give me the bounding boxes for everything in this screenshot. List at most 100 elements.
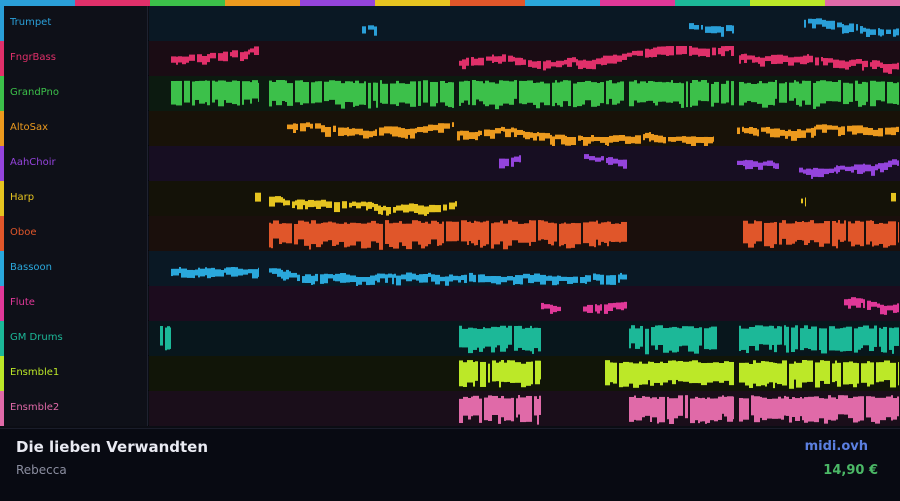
midi-note (333, 274, 335, 281)
midi-note (519, 80, 522, 104)
track-row[interactable]: Flute (0, 286, 900, 321)
track-lane[interactable] (149, 76, 900, 111)
track-row[interactable]: AltoSax (0, 111, 900, 146)
track-label[interactable]: Bassoon (0, 251, 148, 286)
track-row[interactable]: Bassoon (0, 251, 900, 286)
midi-note (721, 46, 725, 57)
midi-note (485, 276, 491, 283)
track-label[interactable]: Flute (0, 286, 148, 321)
track-lane[interactable] (149, 286, 900, 321)
midi-note (499, 361, 501, 388)
midi-note (192, 81, 195, 106)
midi-note (682, 46, 687, 55)
midi-note (409, 203, 414, 212)
track-row[interactable]: GrandPno (0, 76, 900, 111)
track-lane[interactable] (149, 6, 900, 41)
track-lane[interactable] (149, 251, 900, 286)
track-lane[interactable] (149, 356, 900, 391)
track-label[interactable]: AltoSax (0, 111, 148, 146)
midi-note (879, 222, 883, 244)
track-lane[interactable] (149, 391, 900, 426)
midi-note (891, 395, 893, 421)
midi-note (252, 269, 258, 279)
track-label[interactable]: FngrBass (0, 41, 148, 76)
midi-note (659, 396, 665, 423)
track-row[interactable]: Oboe (0, 216, 900, 251)
midi-note (635, 328, 640, 349)
track-label[interactable]: Ensmble1 (0, 356, 148, 391)
track-lane[interactable] (149, 111, 900, 146)
midi-note (806, 168, 811, 175)
midi-note (662, 82, 666, 102)
midi-note (582, 81, 585, 105)
note-canvas (255, 192, 896, 216)
midi-note (788, 129, 791, 137)
midi-note (866, 220, 870, 245)
track-row[interactable]: Ensmble2 (0, 391, 900, 426)
midi-note (743, 220, 748, 244)
track-row[interactable]: Ensmble1 (0, 356, 900, 391)
midi-note (571, 222, 575, 248)
midi-note (286, 269, 289, 280)
track-name: AahChoir (10, 157, 56, 168)
track-label[interactable]: Trumpet (0, 6, 148, 41)
midi-note (567, 277, 573, 284)
track-row[interactable]: GM Drums (0, 321, 900, 356)
track-label[interactable]: GM Drums (0, 321, 148, 356)
midi-note (731, 46, 734, 56)
midi-note (637, 50, 643, 56)
track-lane[interactable] (149, 181, 900, 216)
midi-note (786, 396, 789, 416)
midi-note (832, 220, 836, 247)
midi-note (753, 360, 756, 384)
track-label[interactable]: Harp (0, 181, 148, 216)
midi-note (368, 201, 372, 209)
midi-note (557, 275, 559, 285)
midi-note (619, 134, 625, 141)
track-row[interactable]: FngrBass (0, 41, 900, 76)
midi-note (879, 362, 884, 382)
midi-note (654, 134, 658, 143)
track-label[interactable]: Ensmble2 (0, 391, 148, 426)
stripe-segment (300, 0, 375, 6)
midi-note (205, 267, 207, 276)
midi-note (676, 46, 682, 55)
midi-note (751, 395, 754, 416)
track-row[interactable]: AahChoir (0, 146, 900, 181)
midi-note (679, 82, 681, 104)
midi-note (857, 125, 863, 134)
site-link[interactable]: midi.ovh (804, 439, 868, 454)
track-label[interactable]: Oboe (0, 216, 148, 251)
midi-note (682, 136, 686, 143)
midi-note (401, 204, 403, 211)
midi-note (472, 80, 476, 106)
midi-note (255, 192, 261, 202)
midi-note (767, 361, 769, 384)
midi-note (374, 26, 377, 36)
midi-note (804, 222, 808, 246)
midi-note (368, 82, 371, 109)
midi-note (353, 82, 355, 107)
track-lane[interactable] (149, 146, 900, 181)
midi-note (609, 135, 613, 143)
track-lane[interactable] (149, 321, 900, 356)
midi-note (377, 273, 380, 283)
midi-note (238, 268, 243, 276)
track-lane[interactable] (149, 41, 900, 76)
track-row[interactable]: Trumpet (0, 6, 900, 41)
midi-note (378, 205, 381, 215)
track-name: GrandPno (10, 87, 59, 98)
midi-note (767, 160, 773, 166)
midi-note (355, 80, 359, 106)
midi-note (671, 137, 676, 142)
midi-note (184, 80, 190, 103)
track-label[interactable]: AahChoir (0, 146, 148, 181)
track-label[interactable]: GrandPno (0, 76, 148, 111)
track-row[interactable]: Harp (0, 181, 900, 216)
midi-note (503, 223, 508, 250)
midi-note (629, 396, 634, 422)
midi-note (376, 223, 379, 243)
track-lane[interactable] (149, 216, 900, 251)
midi-note (478, 130, 480, 137)
midi-note (478, 57, 484, 66)
